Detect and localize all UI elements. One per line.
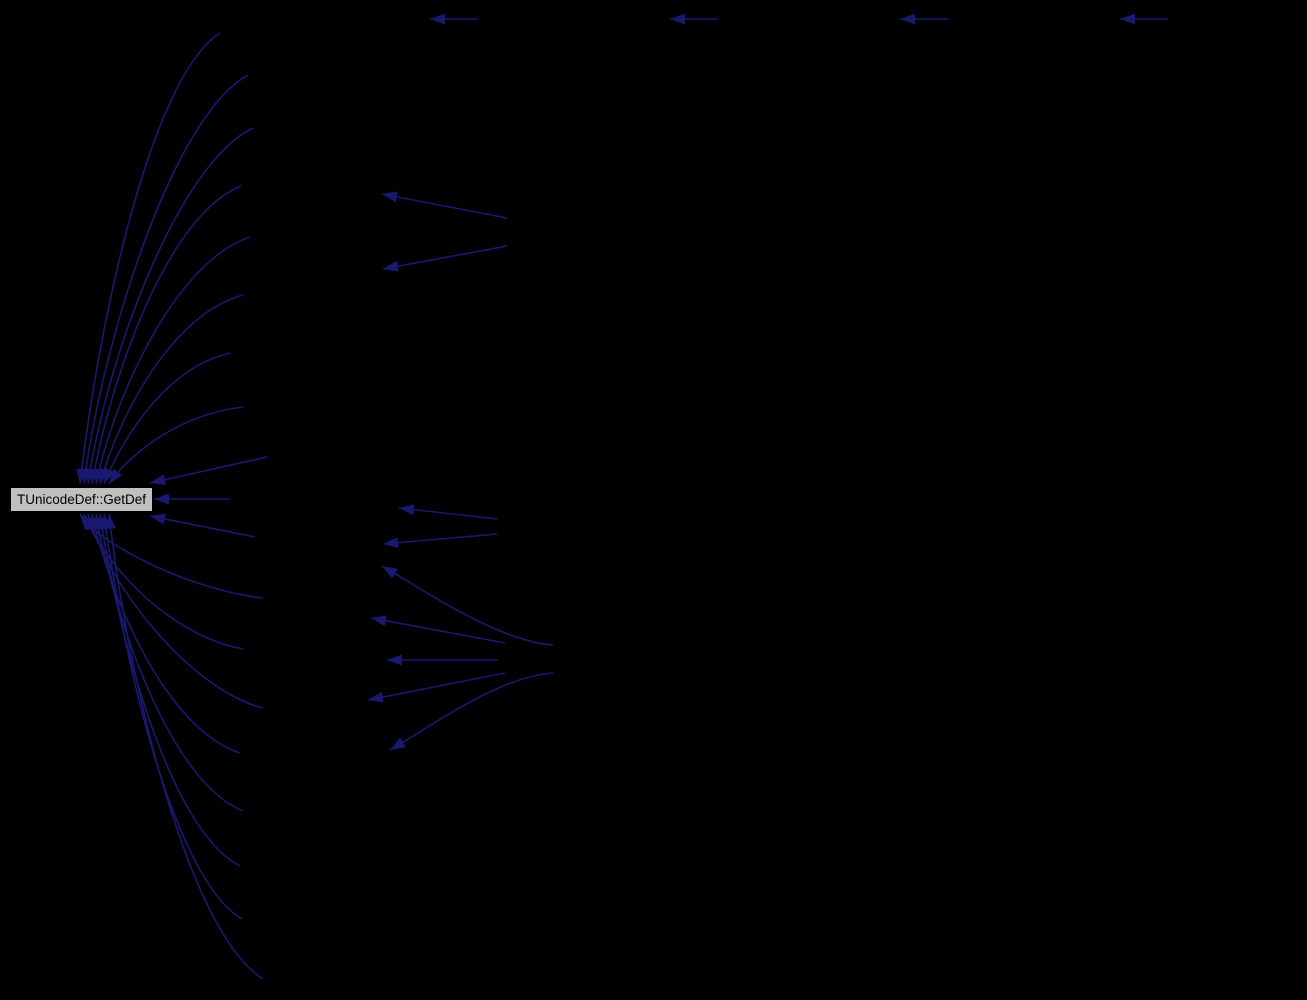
graph-edge-arrowhead-icon <box>371 615 387 627</box>
graph-edge <box>99 294 244 485</box>
graph-edge-arrowhead-icon <box>382 191 398 203</box>
graph-edge-arrowhead-icon <box>104 468 115 484</box>
graph-edge <box>381 193 508 219</box>
graph-edge <box>91 185 242 485</box>
graph-edge-arrowhead-icon <box>382 566 398 579</box>
graph-edge <box>382 533 498 545</box>
graph-edge <box>370 617 506 644</box>
graph-edge-arrowhead-icon <box>399 504 415 516</box>
graph-edge <box>382 245 508 270</box>
graph-edge-arrowhead-icon <box>900 13 915 25</box>
graph-edge <box>91 513 241 754</box>
graph-edge-arrowhead-icon <box>150 474 166 486</box>
graph-edge-arrowhead-icon <box>105 514 117 530</box>
graph-edge <box>103 352 232 485</box>
graph-edge-arrowhead-icon <box>368 691 384 703</box>
graph-edge-arrowhead-icon <box>670 13 685 25</box>
graph-edge-arrowhead-icon <box>390 737 406 750</box>
graph-edge <box>95 236 251 485</box>
graph-edge-arrowhead-icon <box>109 468 123 484</box>
graph-edge <box>95 513 244 812</box>
graph-edge <box>381 565 554 646</box>
graph-edge <box>398 507 498 520</box>
graph-edge <box>83 74 249 485</box>
graph-edge <box>367 672 506 701</box>
graph-edge <box>389 672 554 751</box>
graph-edge <box>83 513 244 650</box>
graph-edge-arrowhead-icon <box>154 493 169 505</box>
graph-node-tunicodedef-getdef: TUnicodeDef::GetDef <box>10 487 153 512</box>
graph-edge <box>99 513 241 867</box>
graph-edge-arrowhead-icon <box>383 260 399 272</box>
graph-edge <box>149 515 256 538</box>
graph-edge <box>108 513 264 980</box>
graph-edge-arrowhead-icon <box>430 13 445 25</box>
graph-edge <box>87 513 264 709</box>
graph-edge-arrowhead-icon <box>387 654 402 666</box>
graph-edge-arrowhead-icon <box>150 513 166 525</box>
graph-edge <box>149 456 268 484</box>
graph-edge <box>108 406 244 485</box>
graph-edge <box>79 32 221 485</box>
graph-edge <box>87 127 254 485</box>
graph-edge-arrowhead-icon <box>383 537 399 549</box>
graph-edge-arrowhead-icon <box>1120 13 1135 25</box>
